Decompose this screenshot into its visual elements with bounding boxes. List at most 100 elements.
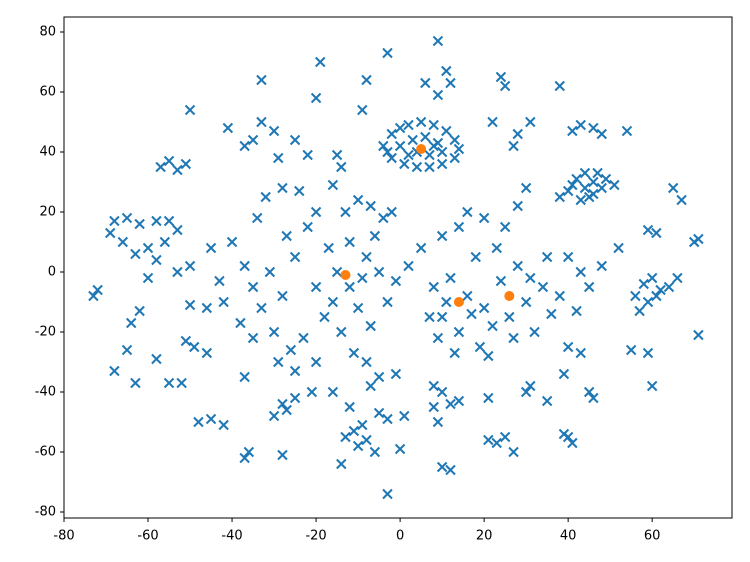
point-x (575, 347, 586, 359)
point-x (226, 236, 238, 248)
point-x (382, 146, 393, 158)
point-x (567, 437, 578, 449)
point-x (508, 332, 519, 344)
point-x (348, 425, 360, 437)
point-x (302, 149, 313, 161)
point-x (567, 125, 578, 137)
point-x (415, 116, 427, 128)
point-x (436, 230, 448, 242)
point-x (184, 104, 196, 116)
point-x (554, 191, 565, 203)
point-x (214, 275, 225, 287)
point-x (588, 122, 599, 134)
point-x (596, 128, 607, 140)
point-x (575, 119, 586, 131)
point-x (176, 377, 187, 389)
point-x (323, 242, 334, 254)
point-x (453, 326, 465, 338)
point-x (520, 296, 532, 308)
plot-area (88, 35, 704, 500)
point-x (382, 488, 393, 500)
point-x (512, 128, 523, 140)
x-tick-label: -20 (305, 529, 326, 544)
point-x (399, 410, 410, 422)
point-x (453, 143, 465, 155)
point-x (424, 149, 435, 161)
point-x (352, 194, 364, 206)
point-x (373, 371, 385, 383)
point-x (537, 281, 549, 293)
point-x (151, 353, 162, 365)
point-x (441, 296, 452, 308)
point-x (541, 251, 553, 263)
point-x (121, 344, 133, 356)
point-x (436, 146, 448, 158)
point-x (289, 392, 301, 404)
point-x (285, 344, 297, 356)
point-x (327, 296, 339, 308)
point-x (483, 350, 494, 362)
point-x (487, 116, 498, 128)
point-x (520, 182, 532, 194)
point-x (436, 386, 448, 398)
point-x (361, 434, 372, 446)
point-x (693, 233, 704, 245)
point-x (436, 461, 448, 473)
point-x (142, 242, 154, 254)
point-x (630, 290, 641, 302)
point-x (403, 149, 414, 161)
point-x (428, 380, 439, 392)
point-x (562, 341, 574, 353)
point-x (504, 311, 515, 323)
point-x (184, 299, 196, 311)
point-x (428, 401, 439, 413)
point-x (646, 272, 658, 284)
point-x (575, 194, 586, 206)
centroid (504, 291, 515, 301)
point-x (445, 464, 456, 476)
point-x (327, 179, 339, 191)
y-tick-label: 40 (39, 145, 56, 160)
point-x (298, 332, 309, 344)
point-x (693, 329, 704, 341)
point-x (441, 125, 452, 137)
point-x (415, 242, 427, 254)
point-x (277, 398, 288, 410)
axes: -80 -60 -40 -20 0 20 40 60 -80 -60 -40 -20 0 20 40 60 80 (35, 25, 661, 544)
point-x (441, 65, 452, 77)
point-x (499, 431, 511, 443)
point-x (273, 356, 284, 368)
point-x (436, 311, 448, 323)
point-x (445, 398, 456, 410)
point-x (571, 173, 582, 185)
point-x (294, 185, 305, 197)
point-x (449, 152, 460, 164)
point-x (180, 335, 192, 347)
point-x (529, 326, 540, 338)
point-x (256, 116, 267, 128)
point-x (436, 158, 448, 170)
point-x (126, 317, 137, 329)
point-x (310, 92, 322, 104)
centroid (416, 144, 427, 154)
point-x (651, 227, 662, 239)
point-x (499, 80, 511, 92)
point-x (596, 260, 607, 272)
point-x (470, 251, 481, 263)
point-x (151, 215, 162, 227)
point-x (407, 134, 418, 146)
point-x (399, 158, 410, 170)
point-x (361, 356, 372, 368)
y-tick-label: 0 (48, 265, 56, 280)
point-x (546, 308, 557, 320)
point-x (105, 227, 116, 239)
point-x (667, 182, 679, 194)
point-x (352, 302, 364, 314)
point-x (172, 224, 183, 236)
point-x (281, 230, 292, 242)
point-x (613, 242, 624, 254)
point-x (239, 260, 250, 272)
point-x (466, 308, 477, 320)
point-x (449, 347, 460, 359)
point-x (130, 377, 141, 389)
